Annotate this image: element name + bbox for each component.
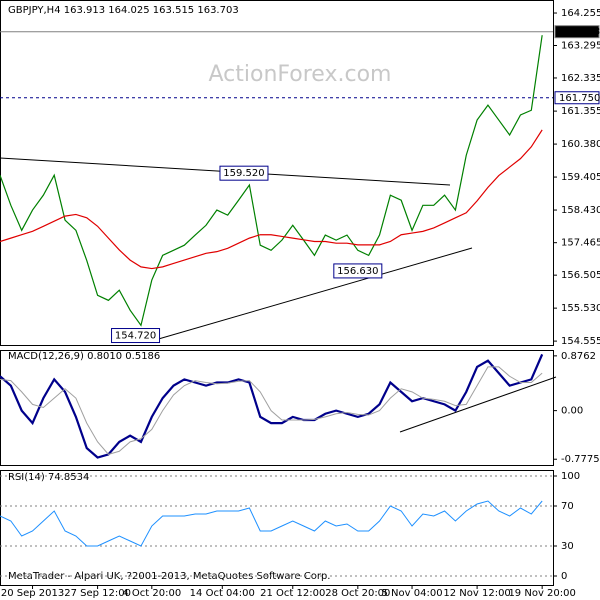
chart-title: GBPJPY,H4 163.913 164.025 163.515 163.70… xyxy=(8,5,239,16)
level-label-box xyxy=(554,91,600,105)
series-line xyxy=(0,366,543,455)
series-line xyxy=(0,500,543,547)
level-label-box xyxy=(554,25,600,39)
series-line xyxy=(0,353,544,459)
x-tick-label: 4 Oct 20:00 xyxy=(122,588,181,599)
y-tick-label: 0.00 xyxy=(561,406,583,417)
chart-title: MACD(12,26,9) 0.8010 0.5186 xyxy=(8,351,160,362)
y-tick-label: 0.8762 xyxy=(561,351,596,362)
x-tick-label: 5 Nov 04:00 xyxy=(382,588,443,599)
chart-title: RSI(14) 74.8534 xyxy=(8,472,89,483)
y-tick-label: 163.295 xyxy=(561,40,600,51)
annotation-box xyxy=(333,263,383,279)
y-tick-label: 154.555 xyxy=(561,336,600,347)
annotation-box xyxy=(111,328,161,344)
y-tick-label: 157.465 xyxy=(561,238,600,249)
x-tick-label: 14 Oct 04:00 xyxy=(190,588,255,599)
y-tick-label: 155.530 xyxy=(561,303,600,314)
y-tick-label: 161.355 xyxy=(561,106,600,117)
y-tick-label: -0.7775 xyxy=(561,454,600,465)
y-tick-label: 164.255 xyxy=(561,8,600,19)
x-tick-label: 12 Nov 12:00 xyxy=(443,588,510,599)
y-tick-label: 159.405 xyxy=(561,172,600,183)
trend-line xyxy=(154,247,473,341)
y-tick-label: 100 xyxy=(561,471,580,482)
x-tick-label: 28 Oct 20:00 xyxy=(325,588,390,599)
annotation-label: 156.630 xyxy=(337,266,378,277)
level-label: 161.750 xyxy=(559,93,600,104)
footer: MetaTrader - Alpari UK, ?2001-2013, Meta… xyxy=(8,571,330,582)
x-tick-label: 27 Sep 12:00 xyxy=(64,588,131,599)
level-label: 163.703 xyxy=(559,27,600,38)
watermark: ActionForex.com xyxy=(209,62,392,87)
annotation-label: 154.720 xyxy=(115,331,156,342)
trend-line xyxy=(399,376,557,433)
annotation-label: 159.520 xyxy=(223,168,264,179)
panel-frame xyxy=(0,0,554,346)
y-tick-label: 0 xyxy=(561,571,567,582)
annotation-box xyxy=(219,165,269,181)
y-tick-label: 30 xyxy=(561,541,574,552)
panel-frame xyxy=(0,470,554,586)
y-tick-label: 160.380 xyxy=(561,139,600,150)
x-tick-label: 19 Nov 20:00 xyxy=(508,588,575,599)
x-tick-label: 20 Sep 2013 xyxy=(1,588,64,599)
panel-frame xyxy=(0,350,554,466)
y-tick-label: 158.430 xyxy=(561,205,600,216)
y-tick-label: 70 xyxy=(561,501,574,512)
series-line xyxy=(0,129,543,270)
series-line xyxy=(0,35,543,327)
y-tick-label: 162.335 xyxy=(561,73,600,84)
x-tick-label: 21 Oct 12:00 xyxy=(260,588,325,599)
y-tick-label: 156.505 xyxy=(561,270,600,281)
